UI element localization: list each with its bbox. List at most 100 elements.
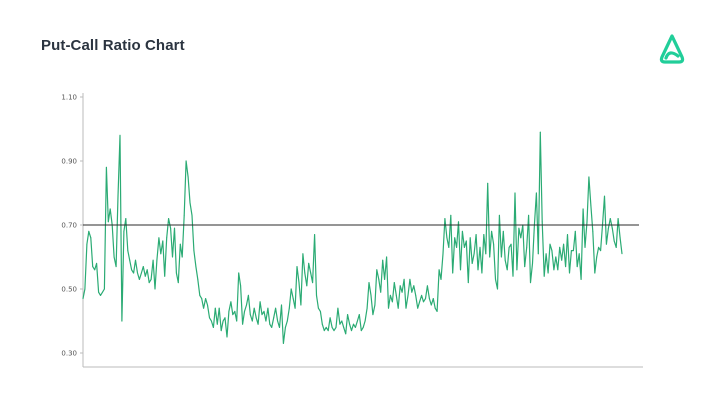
data-point [175, 272, 177, 274]
data-point [238, 272, 240, 274]
data-point [302, 253, 304, 255]
data-point [109, 208, 111, 210]
data-point [467, 282, 469, 284]
data-point [292, 298, 294, 300]
data-point [325, 326, 327, 328]
data-point [389, 294, 391, 296]
data-point [403, 278, 405, 280]
data-point [491, 230, 493, 232]
data-point [364, 320, 366, 322]
data-point [407, 294, 409, 296]
data-point [244, 310, 245, 312]
data-point [440, 278, 442, 280]
data-point [240, 285, 242, 287]
data-point [621, 253, 623, 255]
data-point [380, 291, 382, 293]
chart-title: Put-Call Ratio Chart [41, 37, 185, 54]
data-point [475, 234, 477, 236]
data-point [230, 301, 232, 303]
data-point [88, 230, 90, 232]
data-point [317, 307, 319, 309]
data-point [205, 298, 207, 300]
data-point [123, 230, 125, 232]
data-point [335, 326, 337, 328]
data-point [185, 160, 187, 162]
data-point [495, 278, 496, 280]
data-point [598, 246, 600, 248]
data-point [90, 237, 92, 239]
data-point [253, 307, 255, 309]
data-point [210, 320, 212, 322]
data-point [388, 307, 389, 309]
data-point [607, 227, 609, 229]
data-point [323, 330, 325, 332]
data-point [477, 269, 479, 271]
data-point [296, 266, 298, 268]
data-point [454, 237, 456, 239]
data-point [212, 326, 214, 328]
data-point [131, 269, 133, 271]
data-point [528, 214, 530, 216]
data-point [179, 243, 181, 245]
data-point [247, 294, 249, 296]
data-point [251, 320, 253, 322]
data-point [419, 301, 421, 303]
data-point [430, 304, 432, 306]
data-point [160, 253, 162, 255]
data-point [421, 294, 423, 296]
data-point [444, 218, 446, 220]
data-point [142, 266, 144, 268]
data-point [100, 294, 101, 296]
data-point [306, 285, 308, 287]
data-point [360, 330, 362, 332]
data-point [572, 250, 574, 252]
data-point [156, 259, 158, 261]
data-point [452, 272, 454, 274]
data-point [362, 326, 364, 328]
data-point [493, 243, 495, 245]
data-point [288, 307, 290, 309]
data-point [557, 269, 559, 271]
data-point [121, 320, 123, 322]
data-point [518, 227, 520, 229]
data-point [201, 298, 203, 300]
data-point [567, 234, 568, 236]
data-point [512, 275, 514, 277]
data-point [267, 307, 269, 309]
data-point [150, 278, 152, 280]
data-point [413, 285, 415, 287]
data-point [428, 298, 430, 300]
data-point [263, 310, 265, 312]
data-point [102, 291, 103, 293]
data-point [138, 278, 140, 280]
data-point [615, 246, 617, 248]
data-point [183, 214, 185, 216]
data-point [329, 317, 331, 319]
data-point [319, 310, 321, 312]
data-point [129, 259, 131, 261]
data-point [144, 275, 146, 277]
data-point [592, 230, 594, 232]
data-point [187, 176, 189, 178]
data-point [508, 246, 510, 248]
data-point [135, 259, 136, 261]
data-point [405, 307, 407, 309]
data-point [181, 256, 183, 258]
data-point [172, 256, 173, 258]
robinhood-feather-logo-icon [659, 34, 685, 64]
data-point [220, 330, 222, 332]
data-point [465, 240, 467, 242]
data-point [96, 262, 98, 264]
data-point [537, 253, 539, 255]
data-point [446, 237, 448, 239]
data-point [162, 240, 164, 242]
data-point [471, 262, 473, 264]
data-point [535, 192, 537, 194]
data-point [395, 294, 397, 296]
data-point [580, 278, 582, 280]
data-point [327, 330, 329, 332]
data-point [191, 214, 193, 216]
data-point [279, 326, 280, 328]
data-point [312, 282, 314, 284]
data-point [460, 269, 461, 271]
